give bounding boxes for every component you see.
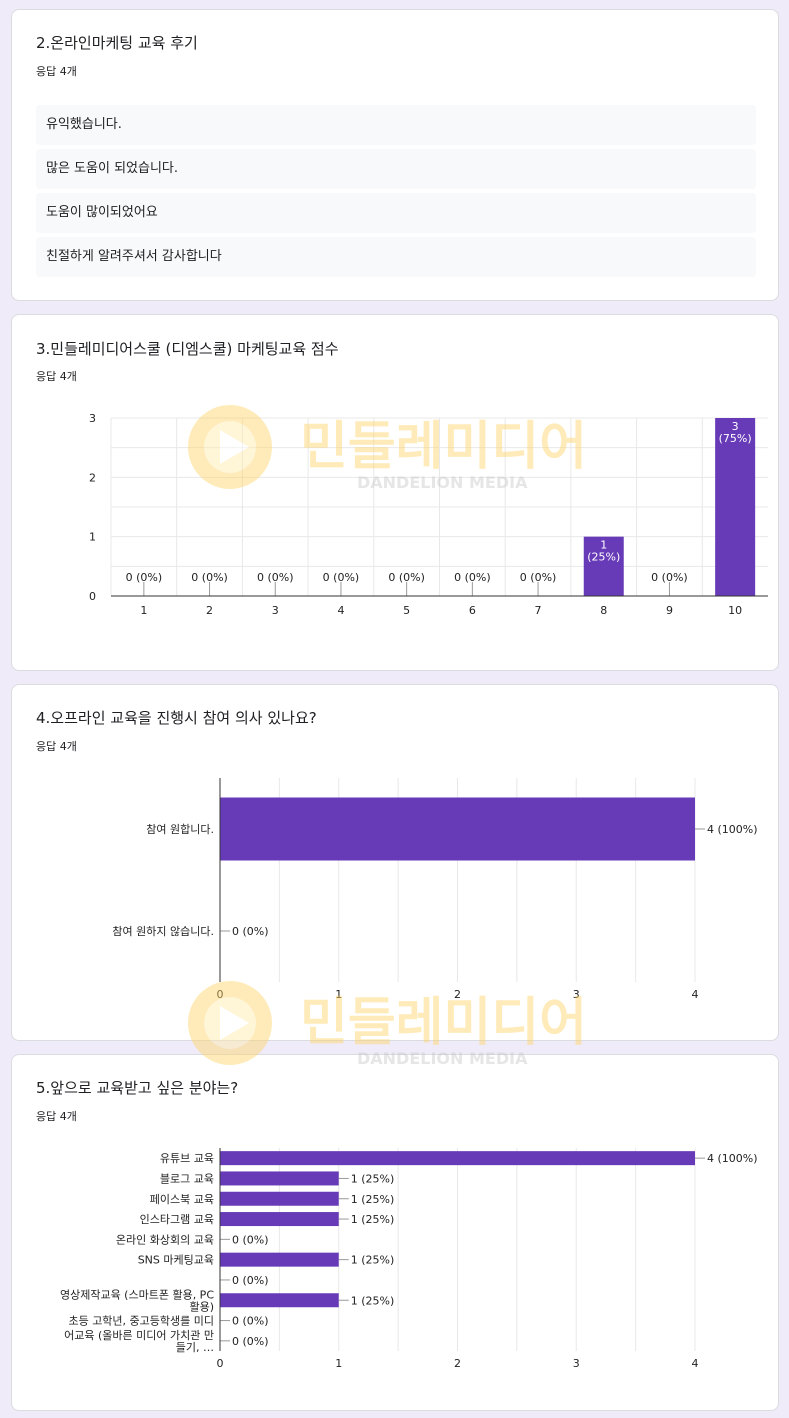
data-label: 3 — [732, 420, 739, 433]
bar — [220, 1191, 339, 1206]
category-label: 영상제작교육 (스마트폰 활용, PC — [60, 1287, 214, 1301]
x-tick-label: 1 — [335, 1357, 342, 1370]
response-count: 응답 4개 — [36, 1110, 77, 1123]
data-label: 0 (0%) — [232, 1335, 269, 1348]
data-label: 4 (100%) — [707, 823, 758, 836]
x-tick-label: 9 — [666, 604, 673, 617]
offline-participation-bar-chart: 0 1 2 3 4 4 (100%) 참여 원합니다. 0 (0%) 참여 원하지 않습니다. — [112, 778, 758, 1001]
x-tick-label: 3 — [272, 604, 279, 617]
data-label: 0 (0%) — [520, 571, 557, 584]
category-label: 블로그 교육 — [160, 1172, 214, 1185]
x-tick-label: 5 — [403, 604, 410, 617]
data-label: 0 (0%) — [257, 571, 294, 584]
y-tick-label: 2 — [89, 471, 96, 484]
interest-fields-bar-chart: 0 1 2 3 4 4 (100%) 유튜브 교육 1 (25%) 블로그 교육 1 (25%) 페… — [60, 1148, 758, 1370]
category-label: 페이스북 교육 — [150, 1193, 214, 1206]
data-label: 0 (0%) — [191, 571, 228, 584]
bar — [220, 1252, 339, 1267]
x-tick-label: 8 — [600, 604, 607, 617]
y-tick-label: 3 — [89, 412, 96, 425]
question-card-q3: 3.민들레미디어스쿨 (디엠스쿨) 마케팅교육 점수 응답 4개 0 1 2 3 0 (… — [11, 314, 779, 671]
x-tick-label: 3 — [573, 988, 580, 1001]
x-tick-label: 0 — [217, 988, 224, 1001]
question-title: 4.오프라인 교육을 진행시 참여 의사 있나요? — [36, 709, 317, 727]
y-tick-label: 0 — [89, 590, 96, 603]
category-label: 어교육 (올바른 미디어 가치관 만 — [64, 1329, 214, 1342]
data-label: 0 (0%) — [323, 571, 360, 584]
bar — [220, 1171, 339, 1186]
category-label: SNS 마케팅교육 — [138, 1254, 214, 1267]
x-tick-label: 4 — [337, 604, 344, 617]
response-item: 도움이 많이되었어요 — [36, 193, 756, 233]
score-bar-chart: 0 1 2 3 0 (0%) 1 0 (0%) 2 0 (0%) 3 0 (0%) 4 0 (0%) 5 0… — [89, 412, 768, 617]
category-label: 초등 고학년, 중고등학생를 미디 — [68, 1315, 214, 1328]
data-label: 0 (0%) — [232, 1233, 269, 1246]
question-title: 3.민들레미디어스쿨 (디엠스쿨) 마케팅교육 점수 — [36, 340, 339, 358]
category-label: 인스타그램 교육 — [140, 1213, 214, 1226]
data-label: 0 (0%) — [232, 925, 269, 938]
x-tick-label: 4 — [692, 1357, 699, 1370]
x-tick-label: 2 — [454, 988, 461, 1001]
question-card-q2: 2.온라인마케팅 교육 후기 응답 4개 유익했습니다. 많은 도움이 되었습니… — [11, 9, 779, 301]
response-item: 친절하게 알려주셔서 감사합니다 — [36, 237, 756, 277]
data-label: 1 (25%) — [351, 1213, 395, 1226]
x-tick-label: 2 — [454, 1357, 461, 1370]
data-label: 0 (0%) — [454, 571, 491, 584]
data-label: 0 (0%) — [388, 571, 425, 584]
data-label: (75%) — [719, 432, 752, 445]
x-tick-label: 2 — [206, 604, 213, 617]
category-label: 유튜브 교육 — [160, 1152, 214, 1165]
data-label: 0 (0%) — [651, 571, 688, 584]
data-label: 0 (0%) — [232, 1274, 269, 1287]
data-label: (25%) — [587, 551, 620, 564]
data-label: 1 (25%) — [351, 1172, 395, 1185]
x-tick-label: 1 — [335, 988, 342, 1001]
response-count: 응답 4개 — [36, 370, 77, 383]
x-tick-label: 7 — [535, 604, 542, 617]
data-label: 1 (25%) — [351, 1193, 395, 1206]
x-tick-label: 4 — [692, 988, 699, 1001]
x-tick-label: 3 — [573, 1357, 580, 1370]
question-title: 2.온라인마케팅 교육 후기 — [36, 34, 198, 52]
data-label: 1 — [600, 539, 607, 552]
category-label: 온라인 화상회의 교육 — [116, 1233, 214, 1246]
bar — [583, 536, 624, 596]
data-label: 1 (25%) — [351, 1294, 395, 1307]
data-label: 0 (0%) — [126, 571, 163, 584]
x-tick-label: 10 — [728, 604, 742, 617]
bar — [220, 797, 695, 861]
x-tick-label: 0 — [217, 1357, 224, 1370]
x-tick-label: 6 — [469, 604, 476, 617]
category-label: 참여 원하지 않습니다. — [112, 924, 214, 938]
category-label: 활용) — [189, 1299, 214, 1313]
question-title: 5.앞으로 교육받고 싶은 분야는? — [36, 1079, 239, 1097]
category-label: 참여 원합니다. — [146, 823, 214, 836]
response-item: 많은 도움이 되었습니다. — [36, 149, 756, 189]
y-tick-label: 1 — [89, 531, 96, 544]
data-label: 1 (25%) — [351, 1254, 395, 1267]
response-item: 유익했습니다. — [36, 105, 756, 145]
x-tick-label: 1 — [140, 604, 147, 617]
category-label: 들기, … — [176, 1341, 214, 1354]
response-count: 응답 4개 — [36, 740, 77, 753]
bar — [220, 1212, 339, 1227]
question-card-q4: 4.오프라인 교육을 진행시 참여 의사 있나요? 응답 4개 0 1 2 3 4 4 (… — [11, 684, 779, 1041]
question-card-q5: 5.앞으로 교육받고 싶은 분야는? 응답 4개 0 1 2 3 4 4 (100%) 유튜… — [11, 1054, 779, 1411]
data-label: 0 (0%) — [232, 1315, 269, 1328]
bar — [220, 1293, 339, 1308]
data-label: 4 (100%) — [707, 1152, 758, 1165]
bar — [220, 1151, 695, 1166]
response-count: 응답 4개 — [36, 65, 77, 78]
bar — [715, 418, 756, 596]
